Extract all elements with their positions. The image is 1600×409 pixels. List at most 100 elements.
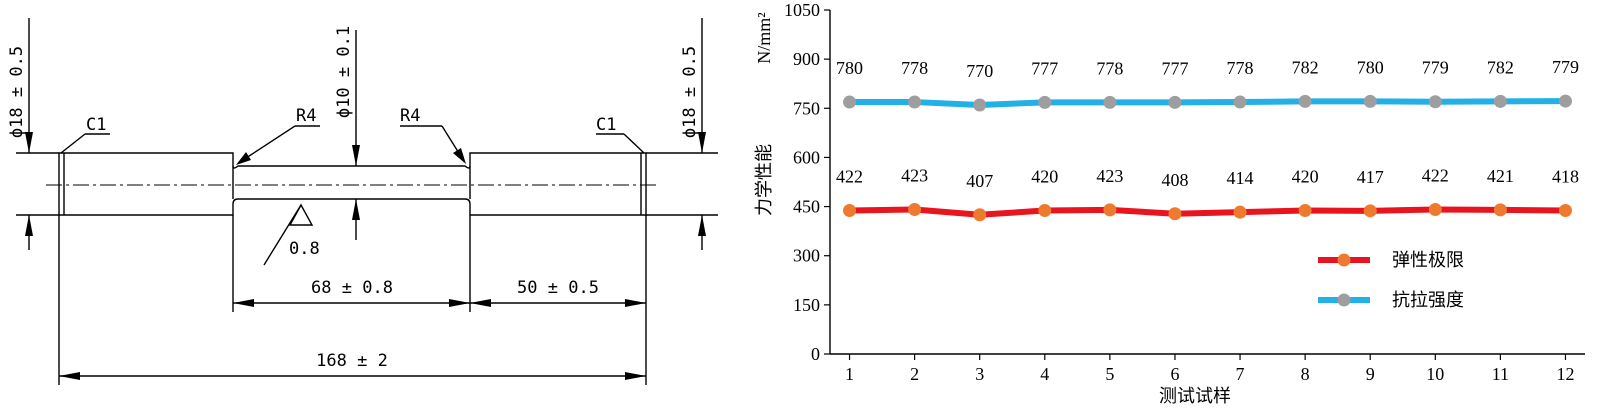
y-ticks: 0 150 300 450 600 750 900 1050: [784, 0, 830, 364]
x-tick-label: 9: [1366, 364, 1375, 384]
data-label: 780: [1357, 57, 1384, 77]
radius-left-label: R4: [296, 106, 316, 126]
gauge-length-label: 68 ± 0.8: [311, 278, 393, 298]
x-tick-label: 8: [1301, 364, 1310, 384]
data-point: [1298, 94, 1312, 108]
roughness-symbol: 0.8: [263, 203, 320, 266]
data-label: 778: [1227, 58, 1254, 78]
y-tick-label: 600: [793, 147, 820, 167]
legend-marker-elastic: [1337, 253, 1351, 267]
y-axis-label: 力学性能: [754, 144, 774, 216]
arrow-r4-right: [453, 148, 466, 164]
data-label: 780: [836, 58, 863, 78]
data-label: 779: [1422, 58, 1449, 78]
data-label: 778: [901, 58, 928, 78]
data-point: [908, 95, 922, 109]
roughness-label: 0.8: [289, 239, 320, 259]
arrow-mid-dia-bottom: [352, 199, 360, 220]
data-point: [1298, 204, 1312, 218]
data-point: [1233, 95, 1247, 109]
series-0: 422 423 407 420 423 408 414 420 417 422 421 418: [836, 166, 1579, 222]
data-label: 423: [1096, 166, 1123, 186]
data-point: [1558, 204, 1572, 218]
series-line: [849, 98, 1566, 109]
y-tick-label: 150: [793, 295, 820, 315]
data-point: [1493, 203, 1507, 217]
arrow-right-dia-top: [698, 132, 706, 153]
data-label: 782: [1487, 57, 1514, 77]
y-tick-label: 300: [793, 246, 820, 266]
left-diameter-label: ϕ18 ± 0.5: [7, 46, 27, 138]
data-point: [1558, 94, 1572, 108]
data-label: 423: [901, 166, 928, 186]
x-tick-label: 5: [1105, 364, 1114, 384]
x-tick-label: 7: [1236, 364, 1245, 384]
x-tick-label: 4: [1040, 364, 1049, 384]
data-label: 417: [1357, 167, 1384, 187]
radius-right-label: R4: [400, 106, 420, 126]
data-point: [1493, 94, 1507, 108]
series-1: 780 778 770 777 778 777 778 782 780 779 782 779: [836, 57, 1579, 112]
y-tick-label: 900: [793, 49, 820, 69]
x-tick-label: 10: [1426, 364, 1444, 384]
arrow-left-dia-top: [25, 132, 33, 153]
data-label: 782: [1292, 57, 1319, 77]
data-point: [973, 98, 987, 112]
legend-marker-tensile: [1337, 293, 1351, 307]
arrow-mid-dia-top: [352, 145, 360, 166]
data-label: 420: [1031, 167, 1058, 187]
data-point: [908, 203, 922, 217]
series-line: [849, 206, 1566, 218]
x-tick-label: 11: [1492, 364, 1509, 384]
data-label: 420: [1292, 167, 1319, 187]
data-point: [1428, 203, 1442, 217]
data-label: 777: [1031, 58, 1058, 78]
data-label: 408: [1161, 170, 1188, 190]
data-point: [1363, 94, 1377, 108]
arrow-right-dia-bottom: [698, 215, 706, 236]
data-label: 422: [1422, 166, 1449, 186]
specimen-drawing: ϕ18 ± 0.5 ϕ18 ± 0.5 ϕ10 ± 0.1 C1 C1 R4 R…: [7, 18, 718, 385]
data-point: [1038, 95, 1052, 109]
data-point: [1168, 95, 1182, 109]
data-label: 421: [1487, 166, 1514, 186]
specimen-outline: [58, 152, 647, 216]
data-point: [1038, 204, 1052, 218]
data-point: [843, 204, 857, 218]
y-tick-label: 0: [811, 344, 820, 364]
data-point: [1233, 205, 1247, 219]
data-point: [1103, 95, 1117, 109]
data-point: [1168, 207, 1182, 221]
x-tick-label: 2: [910, 364, 919, 384]
total-length-label: 168 ± 2: [316, 351, 388, 371]
y-tick-label: 1050: [784, 0, 820, 20]
data-label: 422: [836, 167, 863, 187]
chamfer-left-label: C1: [86, 115, 106, 135]
data-point: [1363, 204, 1377, 218]
x-tick-label: 6: [1170, 364, 1179, 384]
data-label: 407: [966, 171, 993, 191]
y-tick-label: 750: [793, 98, 820, 118]
x-tick-label: 1: [845, 364, 854, 384]
data-point: [1103, 203, 1117, 217]
middle-diameter-label: ϕ10 ± 0.1: [334, 26, 354, 118]
x-ticks: 1 2 3 4 5 6 7 8 9 10 11 12: [845, 354, 1574, 384]
y-unit-label: N/mm²: [754, 12, 774, 63]
legend: 弹性极限 抗拉强度: [1318, 250, 1464, 310]
data-point: [843, 95, 857, 109]
arrow-r4-left: [236, 152, 251, 165]
data-label: 414: [1227, 168, 1254, 188]
arrow-left-dia-bottom: [25, 215, 33, 236]
data-label: 770: [966, 61, 993, 81]
data-label: 779: [1552, 57, 1579, 77]
grip-length-label: 50 ± 0.5: [517, 278, 599, 298]
data-label: 778: [1096, 58, 1123, 78]
data-label: 777: [1161, 58, 1188, 78]
data-label: 418: [1552, 167, 1579, 187]
x-axis-label: 测试试样: [1159, 386, 1231, 406]
data-point: [1428, 95, 1442, 109]
legend-label-elastic: 弹性极限: [1392, 250, 1464, 270]
